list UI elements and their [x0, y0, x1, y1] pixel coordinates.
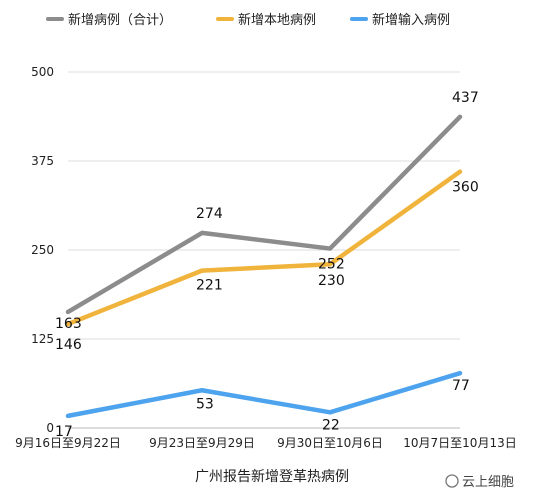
legend-label: 新增本地病例 — [238, 12, 316, 28]
data-label: 252 — [318, 257, 345, 273]
watermark: 云上细胞 — [445, 474, 514, 490]
data-label: 230 — [318, 273, 345, 289]
data-label: 17 — [55, 424, 73, 440]
x-axis-ticks: 9月16日至9月22日 9月23日至9月29日 9月30日至10月6日 10月7日至1… — [15, 436, 517, 450]
data-labels: 163 274 252 437 146 221 230 360 17 53 22 77 — [55, 90, 479, 440]
gridlines — [68, 71, 460, 429]
y-tick-label: 125 — [31, 332, 54, 346]
y-tick-label: 0 — [46, 421, 54, 435]
x-tick-label: 10月7日至10月13日 — [403, 436, 516, 450]
data-label: 146 — [55, 337, 82, 353]
data-label: 274 — [196, 206, 223, 222]
y-tick-label: 375 — [31, 154, 54, 168]
series-line — [65, 370, 463, 419]
x-axis-label: 广州报告新增登革热病例 — [195, 469, 349, 485]
data-label: 77 — [452, 378, 470, 394]
watermark-icon — [445, 474, 459, 488]
data-label: 53 — [196, 396, 214, 412]
series-line — [65, 169, 463, 327]
data-label: 221 — [196, 278, 223, 294]
data-label: 437 — [452, 90, 479, 106]
y-tick-label: 500 — [31, 65, 54, 79]
data-label: 163 — [55, 316, 82, 332]
watermark-text: 云上细胞 — [462, 475, 514, 490]
legend-label: 新增病例（合计） — [68, 12, 172, 28]
legend: 新增病例（合计） 新增本地病例 新增输入病例 — [46, 12, 450, 28]
x-tick-label: 9月23日至9月29日 — [149, 436, 255, 450]
x-tick-label: 9月16日至9月22日 — [15, 436, 121, 450]
y-axis-ticks: 0 125 250 375 500 — [31, 65, 54, 435]
y-tick-label: 250 — [31, 243, 54, 257]
data-label: 360 — [452, 180, 479, 196]
data-label: 22 — [322, 417, 340, 433]
series-lines — [65, 114, 463, 419]
series-line — [65, 114, 463, 315]
x-tick-label: 9月30日至10月6日 — [277, 436, 383, 450]
legend-label: 新增输入病例 — [372, 12, 450, 28]
